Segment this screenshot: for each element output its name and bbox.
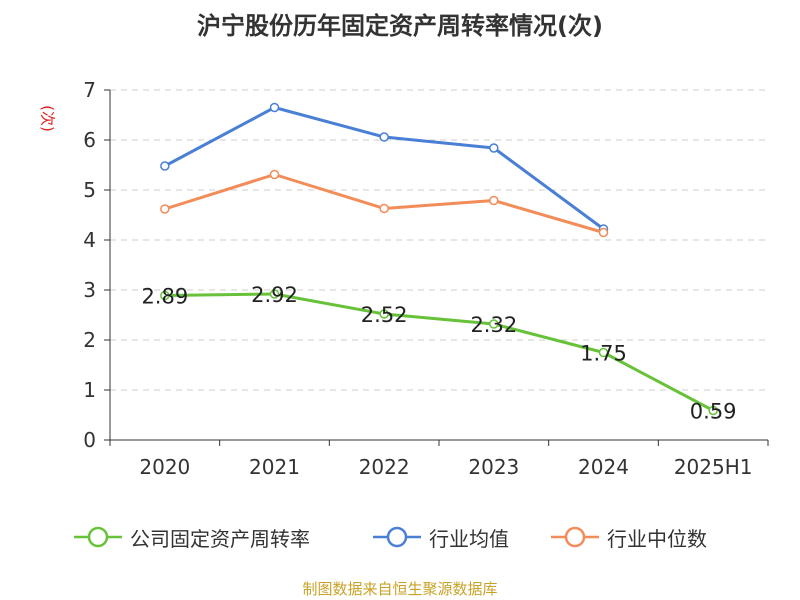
data-point [379, 309, 389, 319]
x-tick-label: 2023 [468, 455, 519, 479]
data-label: 2.52 [361, 303, 408, 327]
series-lines [160, 102, 718, 416]
legend: 公司固定资产周转率 行业均值 行业中位数 [0, 520, 800, 554]
data-point [160, 290, 170, 301]
data-point [489, 143, 499, 153]
data-point [269, 102, 280, 113]
data-point [379, 132, 389, 142]
legend-label: 行业中位数 [607, 526, 707, 551]
y-tick-label: 4 [83, 228, 96, 252]
series-line-2 [164, 173, 604, 234]
x-tick-label: 2024 [578, 455, 629, 479]
data-label: 2.89 [141, 285, 188, 309]
legend-marker-icon [373, 526, 421, 548]
data-label: 2.92 [251, 283, 298, 307]
data-point [708, 405, 718, 416]
legend-label: 行业均值 [429, 526, 509, 551]
y-tick-label: 2 [83, 328, 96, 352]
y-tick-label: 1 [83, 378, 96, 402]
x-tick-label: 2021 [249, 455, 300, 479]
legend-marker-circle [87, 526, 109, 548]
legend-item-1[interactable]: 行业均值 [371, 520, 509, 554]
y-tick-label: 6 [83, 128, 96, 152]
data-point [598, 227, 609, 238]
y-tick-label: 0 [83, 428, 96, 452]
legend-item-0[interactable]: 公司固定资产周转率 [72, 520, 310, 554]
data-point [489, 319, 499, 329]
data-point [269, 169, 280, 180]
data-point [489, 195, 499, 206]
data-point [160, 204, 170, 214]
grid-lines [110, 89, 768, 391]
legend-marker-icon [551, 526, 599, 548]
data-point [379, 203, 389, 214]
data-labels: 2.89 2.92 2.52 2.32 1.75 0.59 [141, 283, 736, 424]
legend-marker-circle [386, 526, 408, 548]
data-point [269, 289, 280, 299]
legend-label: 公司固定资产周转率 [130, 526, 310, 551]
source-note: 制图数据来自恒生聚源数据库 [302, 580, 498, 598]
data-label: 2.32 [470, 313, 517, 337]
y-tick-label: 3 [83, 278, 96, 302]
legend-marker-circle [564, 526, 586, 548]
data-label: 0.59 [690, 400, 737, 424]
y-tick-label: 5 [83, 178, 96, 202]
x-tick-label: 2025H1 [674, 455, 753, 479]
legend-marker-icon [74, 526, 122, 548]
data-point [598, 347, 609, 358]
chart-title: 沪宁股份历年固定资产周转率情况(次) [197, 12, 603, 40]
x-tick-label: 2022 [359, 455, 410, 479]
data-label: 1.75 [580, 342, 627, 366]
series-line-0 [164, 292, 714, 412]
legend-item-2[interactable]: 行业中位数 [549, 520, 707, 554]
axes: 0 1 2 3 4 5 6 7 2020 2021 2022 2023 2024 2025H1 [83, 78, 769, 479]
y-tick-label: 7 [83, 78, 96, 102]
x-tick-label: 2020 [139, 455, 190, 479]
data-point [160, 161, 170, 171]
